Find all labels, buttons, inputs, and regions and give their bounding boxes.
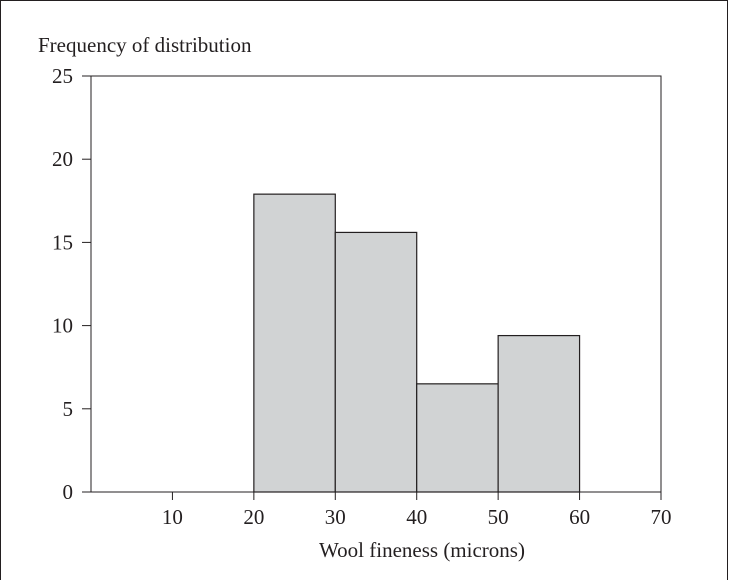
bar-40-50 bbox=[416, 383, 499, 493]
y-axis-ticks: 0 5 10 15 20 25 bbox=[52, 64, 91, 504]
x-tick-label: 50 bbox=[488, 505, 509, 529]
y-tick-label: 10 bbox=[52, 314, 73, 338]
x-tick-label: 30 bbox=[325, 505, 346, 529]
x-tick-label: 20 bbox=[243, 505, 264, 529]
bars-group bbox=[253, 193, 581, 493]
bar-20-30 bbox=[253, 193, 336, 493]
x-axis-label: Wool fineness (microns) bbox=[319, 538, 525, 562]
y-tick-label: 25 bbox=[52, 64, 73, 88]
y-tick-label: 0 bbox=[63, 480, 74, 504]
x-tick-label: 40 bbox=[406, 505, 427, 529]
x-tick-label: 70 bbox=[651, 505, 672, 529]
x-axis-ticks: 10 20 30 40 50 60 70 bbox=[162, 492, 672, 529]
y-tick-label: 15 bbox=[52, 230, 73, 254]
bar-50-60 bbox=[497, 334, 581, 493]
y-tick-label: 20 bbox=[52, 147, 73, 171]
bar-30-40 bbox=[334, 231, 418, 493]
x-tick-label: 10 bbox=[162, 505, 183, 529]
x-tick-label: 60 bbox=[569, 505, 590, 529]
y-axis-label: Frequency of distribution bbox=[38, 33, 252, 57]
y-tick-label: 5 bbox=[63, 397, 74, 421]
